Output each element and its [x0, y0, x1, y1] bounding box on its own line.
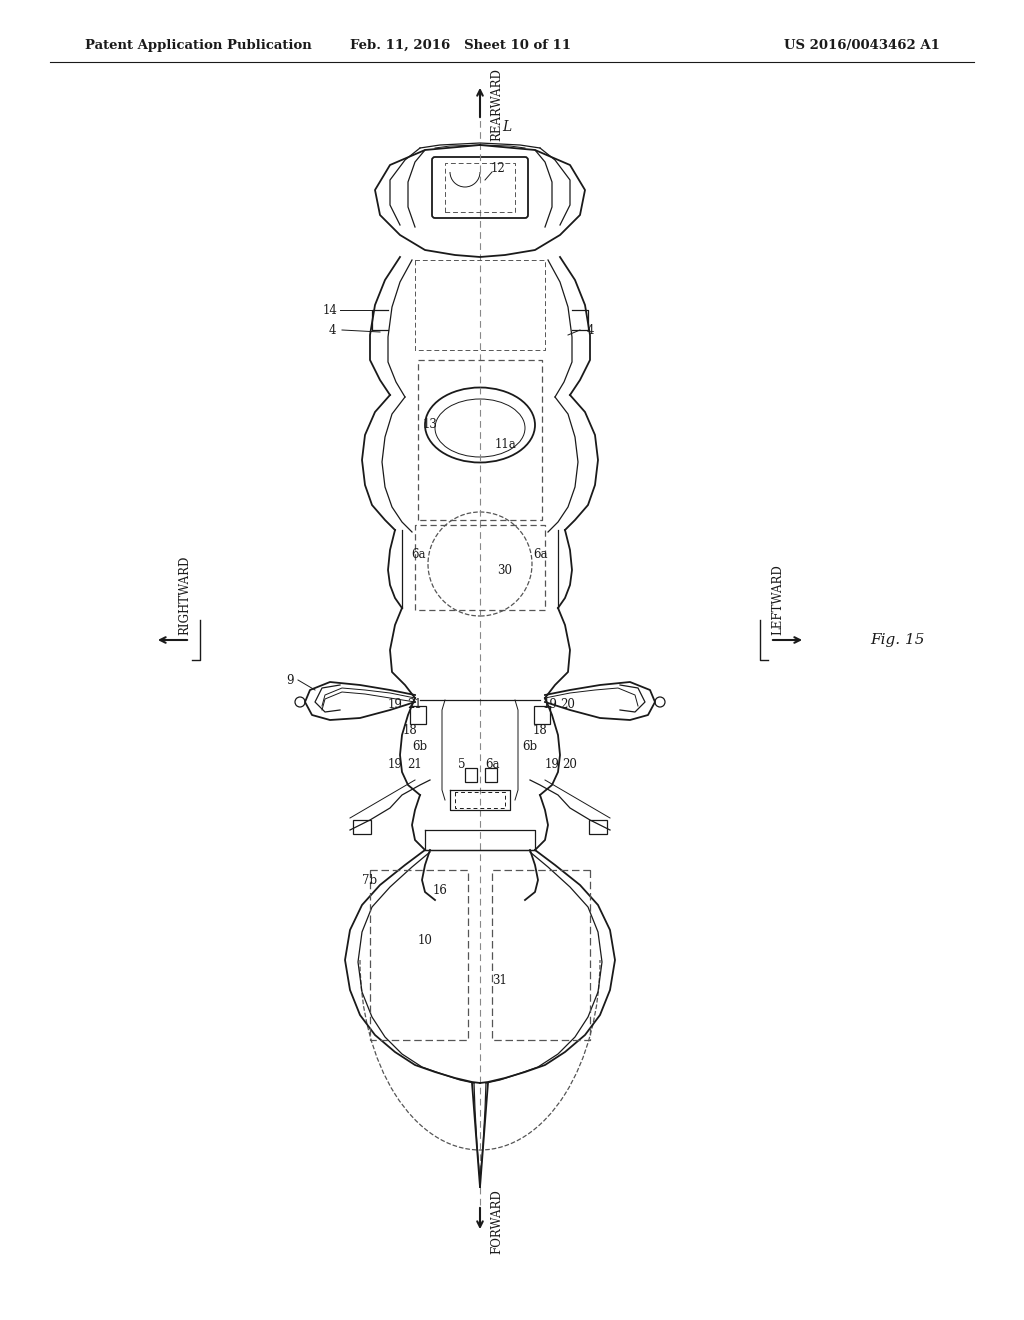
Text: 6a: 6a	[532, 549, 547, 561]
Bar	[353, 820, 371, 834]
Text: 21: 21	[408, 759, 422, 771]
Text: 6b: 6b	[413, 741, 428, 754]
Text: 10: 10	[418, 933, 432, 946]
Text: 7b: 7b	[362, 874, 378, 887]
Text: 6b: 6b	[522, 741, 538, 754]
Text: L: L	[502, 120, 511, 135]
Text: LEFTWARD: LEFTWARD	[771, 564, 784, 635]
Text: Feb. 11, 2016   Sheet 10 of 11: Feb. 11, 2016 Sheet 10 of 11	[349, 38, 570, 51]
Text: 30: 30	[498, 564, 512, 577]
Text: 21: 21	[408, 698, 422, 711]
Text: 19: 19	[543, 698, 557, 711]
Text: 9: 9	[287, 673, 294, 686]
Text: US 2016/0043462 A1: US 2016/0043462 A1	[784, 38, 940, 51]
Text: 19: 19	[387, 759, 402, 771]
Bar	[589, 820, 607, 834]
Text: 11a: 11a	[495, 438, 516, 451]
Text: 20: 20	[560, 698, 575, 711]
Text: 31: 31	[493, 974, 508, 986]
Text: 14: 14	[323, 304, 338, 317]
Text: REARWARD: REARWARD	[490, 69, 503, 141]
Text: FORWARD: FORWARD	[490, 1189, 503, 1254]
Text: 4: 4	[587, 323, 594, 337]
Text: 13: 13	[423, 418, 437, 432]
Text: 16: 16	[432, 883, 447, 896]
Bar	[534, 706, 550, 723]
Text: 19: 19	[545, 759, 559, 771]
Text: 18: 18	[402, 723, 418, 737]
Bar	[485, 768, 497, 781]
Text: 20: 20	[562, 759, 578, 771]
Text: Patent Application Publication: Patent Application Publication	[85, 38, 311, 51]
Text: 6a: 6a	[411, 549, 425, 561]
Text: 18: 18	[532, 723, 548, 737]
Text: 19: 19	[387, 698, 402, 711]
Text: 5: 5	[459, 759, 466, 771]
Text: 6a: 6a	[484, 759, 500, 771]
Text: RIGHTWARD: RIGHTWARD	[178, 556, 191, 635]
Text: Fig. 15: Fig. 15	[870, 634, 925, 647]
Bar	[465, 768, 477, 781]
Bar	[410, 706, 426, 723]
Text: 4: 4	[329, 323, 336, 337]
Text: 12: 12	[490, 161, 506, 174]
